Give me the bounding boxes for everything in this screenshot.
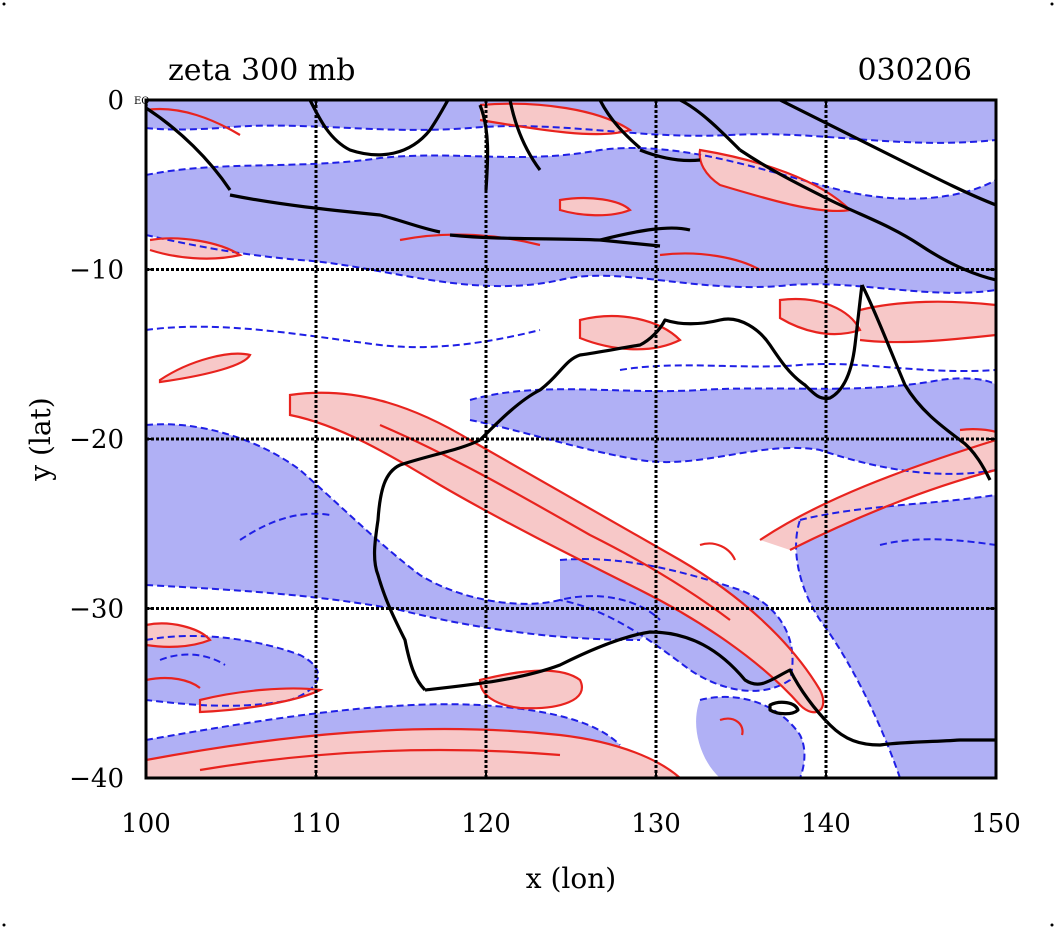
negative-contour-6	[469, 377, 996, 401]
positive-contour-6	[146, 727, 681, 778]
pos-region-gulf	[780, 299, 860, 335]
positive-contour-24	[146, 676, 201, 689]
corner-mark-tl	[2, 2, 6, 6]
coastlines	[146, 100, 996, 747]
frame-ticks	[145, 99, 997, 779]
x-tick-labels: 100 110 120 130 140 150	[121, 809, 1021, 839]
positive-contour-3	[158, 352, 252, 384]
negative-contour-17	[879, 538, 996, 546]
positive-contour-18	[778, 297, 862, 336]
positive-contour-4	[759, 438, 996, 541]
pos-region-sw-edge	[146, 623, 210, 647]
corner-mark-bl	[2, 923, 6, 927]
y-tick-label: 0	[107, 86, 124, 116]
coast-australia-north	[478, 284, 864, 442]
y-tick-labels: 0 −10 −20 −30 −40	[69, 86, 124, 794]
coast-java	[229, 193, 441, 234]
pos-region-ne	[860, 301, 996, 343]
positive-contour-20	[399, 233, 541, 247]
negative-contour-5	[146, 584, 641, 641]
x-tick-label: 150	[971, 809, 1021, 839]
negative-contour-1	[146, 147, 996, 200]
x-tick-label: 100	[121, 809, 171, 839]
neg-region-se-corner	[696, 696, 805, 778]
positive-contour-10	[478, 669, 583, 710]
positive-contour-15	[859, 333, 996, 344]
coast-borneo	[308, 100, 450, 157]
y-axis-label: y (lat)	[24, 397, 57, 481]
negative-contour-8	[799, 494, 996, 521]
negative-contour-4	[146, 423, 661, 621]
neg-region-west	[146, 424, 660, 640]
title-left: zeta 300 mb	[168, 53, 356, 88]
y-tick-label: −30	[69, 595, 124, 625]
positive-contour-9	[146, 622, 212, 648]
negative-contour-13	[699, 695, 806, 778]
positive-contour-19	[146, 108, 241, 136]
pos-band-south	[146, 729, 680, 778]
coast-australia-west	[372, 438, 481, 692]
corner-mark-br	[1050, 923, 1054, 927]
positive-contour-17	[558, 196, 632, 217]
coast-seram	[639, 148, 701, 163]
negative-contour-16	[239, 512, 331, 541]
positive-contour-22	[699, 542, 737, 561]
positive-contour-13	[578, 314, 682, 351]
coast-sulawesi-east	[508, 100, 542, 171]
positive-contour-25	[959, 428, 996, 434]
pos-band-main	[290, 392, 824, 713]
pos-band-east	[760, 440, 996, 550]
pos-region-north-1	[480, 103, 630, 135]
x-tick-label: 110	[291, 809, 341, 839]
pos-region-north-2	[699, 150, 850, 211]
x-tick-label: 130	[631, 809, 681, 839]
neg-region-east	[796, 495, 996, 778]
coast-new-guinea-west	[679, 100, 742, 152]
title-right: 030206	[857, 53, 972, 88]
positive-contour-5	[789, 468, 996, 551]
coast-new-guinea-north	[779, 100, 996, 207]
negative-contour-14	[146, 325, 541, 349]
coast-australia-south	[424, 630, 996, 747]
y-tick-label: −10	[69, 256, 124, 286]
y-tick-label: −20	[69, 425, 124, 455]
pos-region-nw-1	[150, 238, 240, 259]
x-tick-label: 140	[801, 809, 851, 839]
coast-tasmania	[768, 700, 800, 716]
coast-australia-east	[860, 284, 992, 481]
negative-contour-9	[795, 519, 901, 778]
coast-new-guinea	[739, 148, 996, 282]
positive-contour-7	[199, 748, 561, 772]
coast-timor	[599, 226, 691, 242]
negative-contour-15	[619, 362, 996, 373]
y-tick-label: −40	[69, 764, 124, 794]
positive-contour-21	[659, 252, 761, 271]
positive-contour-8	[198, 687, 324, 714]
negative-contour-10	[559, 558, 794, 692]
negative-contour-11	[146, 635, 320, 707]
corner-mark-tr	[1050, 2, 1054, 6]
neg-region-central	[470, 378, 996, 474]
grid-lines	[146, 100, 996, 778]
equator-label: EQ	[134, 96, 150, 107]
negative-contour-12	[146, 703, 621, 746]
positive-contour-23	[719, 717, 744, 736]
negative-contour-2	[146, 234, 996, 294]
x-axis-label: x (lon)	[526, 862, 616, 895]
positive-fill-regions	[146, 103, 996, 778]
positive-contour-11	[479, 102, 633, 136]
neg-region-south-central	[560, 559, 793, 691]
x-tick-label: 120	[461, 809, 511, 839]
coast-halmahera	[598, 100, 642, 150]
coast-sumatra	[146, 106, 232, 191]
negative-contour-18	[159, 653, 226, 666]
positive-contour-16	[149, 237, 243, 260]
pos-band-west	[160, 353, 250, 382]
positive-contour-12	[698, 148, 853, 213]
